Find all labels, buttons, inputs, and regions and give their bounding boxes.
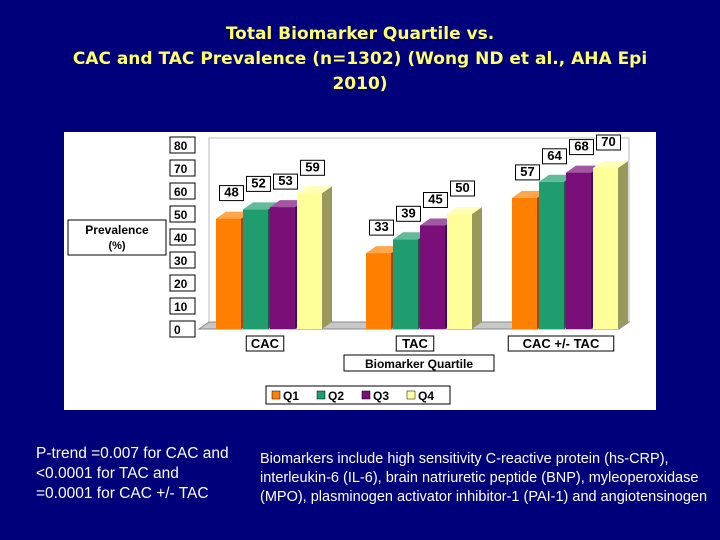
data-label-box — [300, 159, 325, 176]
legend-label: Q1 — [283, 389, 299, 403]
data-label: 68 — [574, 139, 588, 154]
y-tick-label: 0 — [174, 323, 181, 337]
x-axis-label-box — [343, 354, 495, 372]
legend-swatch — [406, 390, 416, 400]
bar-top — [297, 186, 332, 194]
bar-top — [539, 174, 574, 182]
y-axis-label: Prevalence — [85, 223, 149, 237]
data-label: 64 — [547, 148, 562, 163]
bar-top — [593, 161, 628, 168]
y-tick-label: 60 — [174, 185, 188, 199]
data-label-box — [569, 139, 594, 156]
legend-label: Q4 — [418, 389, 434, 403]
data-label: 53 — [278, 173, 292, 188]
legend-label: Q3 — [373, 389, 389, 403]
bar-q2 — [243, 209, 268, 329]
legend-swatch — [361, 390, 371, 400]
bar-top — [216, 211, 251, 219]
bar-top — [393, 232, 428, 240]
bar-q4 — [593, 168, 618, 329]
y-tick-box — [169, 159, 196, 177]
data-label-box — [515, 164, 540, 181]
category-label: TAC — [402, 336, 428, 351]
y-axis-label-box — [67, 219, 167, 256]
y-tick-box — [169, 251, 196, 269]
category-label-box — [507, 335, 615, 352]
slide-title: Total Biomarker Quartile vs. CAC and TAC… — [0, 22, 720, 97]
y-tick-box — [169, 297, 196, 315]
data-label-box — [273, 173, 298, 190]
y-tick-box — [169, 274, 196, 292]
bar-top — [243, 202, 278, 210]
bar-q2 — [393, 239, 418, 329]
slide-title-line-3: 2010) — [332, 74, 388, 94]
bar-q4 — [447, 214, 472, 329]
bar-q3 — [270, 207, 295, 329]
legend-label: Q2 — [328, 389, 344, 403]
x-axis-label: Biomarker Quartile — [365, 357, 473, 371]
category-label-box — [395, 335, 435, 352]
bar-chart: 0 10 20 30 40 50 60 70 80 Prevalence (%) 48 52 53 59 CA… — [64, 132, 656, 410]
data-label: 39 — [401, 205, 415, 220]
bar-side — [618, 161, 628, 329]
bar-top — [420, 218, 455, 226]
data-label-box — [219, 185, 244, 202]
data-label-box — [396, 205, 421, 222]
data-label: 57 — [520, 164, 534, 179]
biomarkers-note: Biomarkers include high sensitivity C-re… — [260, 451, 708, 505]
y-tick-label: 80 — [174, 139, 188, 153]
data-label-box — [246, 175, 271, 192]
y-tick-label: 50 — [174, 208, 188, 222]
category-label: CAC +/- TAC — [523, 336, 600, 351]
y-tick-label: 70 — [174, 162, 188, 176]
bar-side — [322, 186, 332, 329]
bar-top — [566, 165, 601, 173]
y-tick-label: 30 — [174, 254, 188, 268]
data-label-box — [450, 180, 475, 197]
bar-top — [447, 207, 482, 214]
data-label: 33 — [374, 219, 388, 234]
bar-q1 — [366, 253, 391, 329]
y-tick-box — [169, 182, 196, 200]
y-tick-box — [169, 136, 196, 154]
y-tick-label: 10 — [174, 300, 188, 314]
y-tick-box — [169, 320, 196, 338]
data-label-box — [423, 192, 448, 208]
bar-q4 — [297, 193, 322, 329]
y-tick-label: 40 — [174, 231, 188, 245]
bar-q1 — [216, 218, 241, 329]
y-axis-label-unit: (%) — [108, 240, 125, 252]
bar-q2 — [539, 181, 564, 329]
y-tick-label: 20 — [174, 277, 188, 291]
legend-swatch — [316, 390, 326, 400]
bar-q1 — [512, 197, 537, 329]
category-label-box — [245, 335, 285, 352]
data-label-box — [542, 148, 567, 165]
bar-q3 — [566, 172, 591, 329]
legend-box — [265, 385, 451, 405]
bar-top — [512, 190, 547, 198]
bar-top — [270, 200, 305, 208]
bar-side — [472, 207, 482, 329]
data-label: 70 — [601, 134, 615, 149]
bar-top — [366, 246, 401, 254]
y-tick-box — [169, 228, 196, 246]
data-label: 59 — [305, 159, 319, 174]
legend-swatch — [271, 390, 281, 400]
data-label: 50 — [455, 180, 469, 195]
bar-chart-svg: 0 10 20 30 40 50 60 70 80 Prevalence (%) 48 52 53 59 CA… — [67, 134, 631, 405]
data-label: 45 — [428, 192, 442, 207]
slide-title-line-2: CAC and TAC Prevalence (n=1302) (Wong ND… — [72, 49, 648, 69]
data-label-box — [596, 134, 621, 151]
p-trend-note: P-trend =0.007 for CAC and <0.0001 for T… — [36, 445, 229, 502]
category-label: CAC — [251, 336, 280, 351]
data-label: 48 — [224, 185, 238, 200]
data-label: 52 — [251, 175, 265, 190]
slide-title-line-1: Total Biomarker Quartile vs. — [225, 24, 495, 44]
bar-q3 — [420, 225, 445, 329]
y-tick-box — [169, 205, 196, 223]
data-label-box — [369, 219, 394, 236]
